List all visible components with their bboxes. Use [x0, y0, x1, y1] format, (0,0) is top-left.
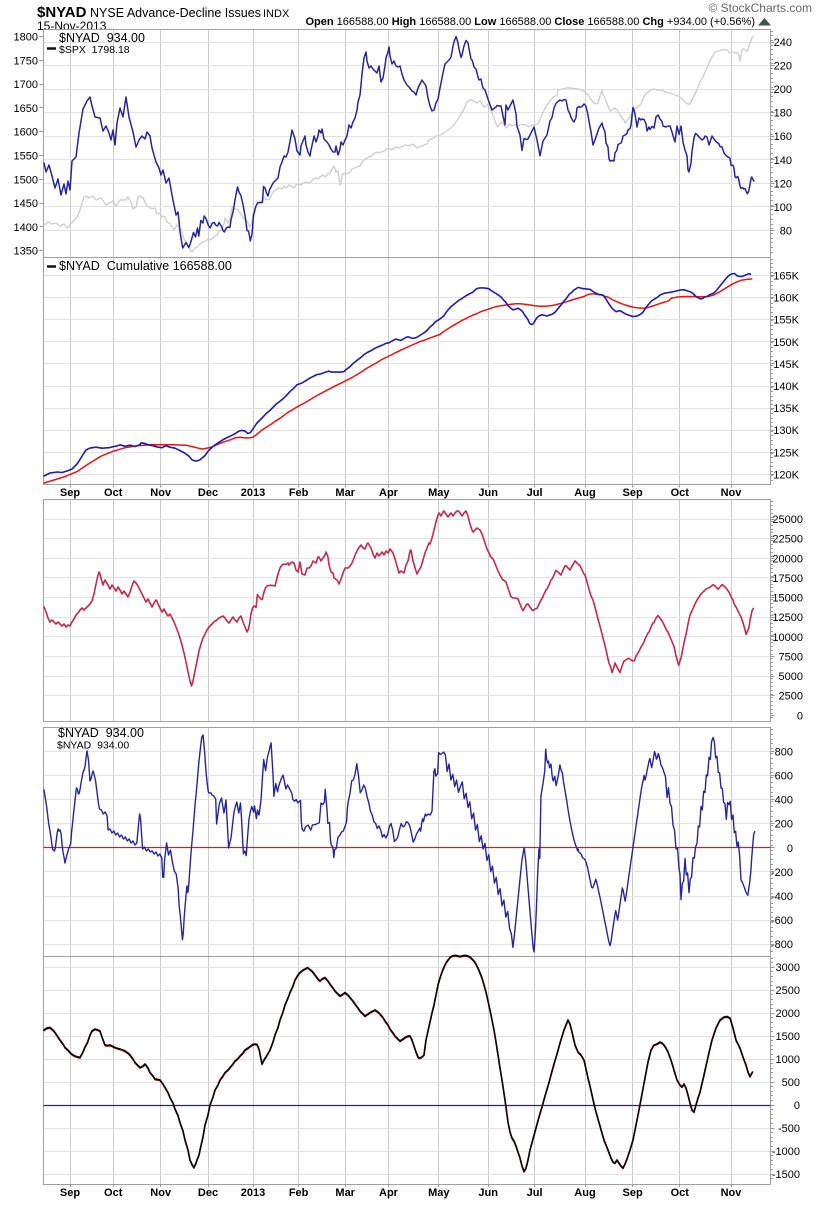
svg-text:0: 0: [787, 843, 793, 855]
svg-text:120K: 120K: [773, 469, 799, 481]
svg-text:Open 166588.00 High 166588.00: Open 166588.00 High 166588.00 Low 166588…: [305, 16, 755, 28]
svg-text:200: 200: [774, 84, 792, 96]
svg-text:-800: -800: [771, 939, 793, 951]
svg-text:Sep: Sep: [60, 487, 80, 499]
svg-text:Nov: Nov: [721, 1187, 743, 1199]
svg-text:800: 800: [775, 746, 793, 758]
svg-text:Apr: Apr: [379, 487, 399, 499]
svg-text:155K: 155K: [773, 315, 799, 327]
svg-text:$NYAD Cumulative 166588.00: $NYAD Cumulative 166588.00: [59, 259, 232, 273]
svg-text:-1000: -1000: [772, 1146, 800, 1158]
svg-text:1600: 1600: [14, 127, 38, 139]
svg-text:INDX: INDX: [263, 8, 290, 20]
svg-text:-1500: -1500: [772, 1169, 800, 1181]
svg-text:Mar: Mar: [335, 1187, 355, 1199]
svg-text:15000: 15000: [772, 593, 803, 605]
svg-text:25000: 25000: [772, 514, 803, 526]
svg-text:5000: 5000: [779, 671, 803, 683]
svg-text:May: May: [428, 1187, 450, 1199]
svg-text:-600: -600: [771, 915, 793, 927]
svg-text:135K: 135K: [773, 403, 799, 415]
svg-text:150K: 150K: [773, 337, 799, 349]
svg-text:Jun: Jun: [478, 1187, 498, 1199]
svg-text:500: 500: [782, 1077, 800, 1089]
svg-text:May: May: [428, 487, 450, 499]
svg-text:1750: 1750: [14, 55, 38, 67]
svg-text:1550: 1550: [14, 151, 38, 163]
svg-text:7500: 7500: [779, 651, 803, 663]
svg-text:2013: 2013: [241, 1187, 265, 1199]
svg-text:1500: 1500: [776, 1031, 800, 1043]
svg-text:Sep: Sep: [623, 487, 643, 499]
svg-text:Oct: Oct: [671, 487, 690, 499]
svg-text:Dec: Dec: [198, 487, 218, 499]
svg-text:$NYAD 934.00: $NYAD 934.00: [58, 726, 144, 740]
svg-text:Feb: Feb: [289, 1187, 309, 1199]
svg-text:$NYAD 934.00: $NYAD 934.00: [59, 31, 145, 45]
svg-text:1000: 1000: [776, 1054, 800, 1066]
svg-text:1650: 1650: [14, 103, 38, 115]
svg-text:1700: 1700: [14, 79, 38, 91]
svg-text:Dec: Dec: [198, 1187, 218, 1199]
svg-text:220: 220: [774, 61, 792, 73]
svg-text:2500: 2500: [776, 985, 800, 997]
svg-text:NYSE Advance-Decline Issues: NYSE Advance-Decline Issues: [90, 6, 261, 20]
svg-text:1450: 1450: [14, 198, 38, 210]
svg-text:Jul: Jul: [527, 1187, 543, 1199]
svg-text:22500: 22500: [772, 534, 803, 546]
svg-text:145K: 145K: [773, 359, 799, 371]
svg-text:1400: 1400: [14, 222, 38, 234]
svg-text:Oct: Oct: [104, 487, 123, 499]
svg-text:Oct: Oct: [104, 1187, 123, 1199]
svg-text:Feb: Feb: [289, 487, 309, 499]
svg-text:165K: 165K: [773, 271, 799, 283]
svg-text:0: 0: [794, 1100, 800, 1112]
svg-text:200: 200: [775, 819, 793, 831]
svg-text:Apr: Apr: [379, 1187, 399, 1199]
svg-text:100: 100: [774, 202, 792, 214]
svg-text:Aug: Aug: [574, 487, 595, 499]
svg-text:Sep: Sep: [60, 1187, 80, 1199]
svg-text:Nov: Nov: [150, 1187, 172, 1199]
svg-text:12500: 12500: [772, 612, 803, 624]
svg-text:Nov: Nov: [150, 487, 172, 499]
svg-text:120: 120: [774, 178, 792, 190]
svg-text:180: 180: [774, 108, 792, 120]
svg-text:2500: 2500: [779, 691, 803, 703]
svg-text:$SPX 1798.18: $SPX 1798.18: [59, 44, 130, 56]
svg-text:$NYAD 934.00: $NYAD 934.00: [57, 740, 129, 752]
svg-text:400: 400: [775, 795, 793, 807]
svg-text:20000: 20000: [772, 553, 803, 565]
svg-text:140: 140: [774, 155, 792, 167]
svg-text:240: 240: [774, 37, 792, 49]
svg-text:160K: 160K: [773, 293, 799, 305]
svg-text:Nov: Nov: [721, 487, 743, 499]
svg-text:-500: -500: [778, 1123, 800, 1135]
svg-text:130K: 130K: [773, 425, 799, 437]
svg-text:2000: 2000: [776, 1008, 800, 1020]
svg-text:160: 160: [774, 131, 792, 143]
svg-text:1800: 1800: [14, 32, 38, 44]
svg-text:0: 0: [797, 710, 803, 722]
svg-text:140K: 140K: [773, 381, 799, 393]
svg-text:$NYAD: $NYAD: [37, 4, 87, 21]
svg-text:Jun: Jun: [478, 487, 498, 499]
svg-text:1500: 1500: [14, 174, 38, 186]
svg-text:© StockCharts.com: © StockCharts.com: [708, 1, 812, 15]
svg-text:600: 600: [775, 771, 793, 783]
svg-text:17500: 17500: [772, 573, 803, 585]
svg-text:3000: 3000: [776, 962, 800, 974]
svg-text:-200: -200: [771, 867, 793, 879]
svg-text:125K: 125K: [773, 447, 799, 459]
svg-text:Aug: Aug: [574, 1187, 595, 1199]
svg-text:Oct: Oct: [671, 1187, 690, 1199]
svg-text:Jul: Jul: [527, 487, 543, 499]
svg-text:Sep: Sep: [623, 1187, 643, 1199]
svg-text:2013: 2013: [241, 487, 265, 499]
svg-text:10000: 10000: [772, 632, 803, 644]
svg-text:1350: 1350: [14, 246, 38, 258]
svg-text:80: 80: [780, 225, 792, 237]
svg-text:-400: -400: [771, 891, 793, 903]
svg-text:Mar: Mar: [335, 487, 355, 499]
